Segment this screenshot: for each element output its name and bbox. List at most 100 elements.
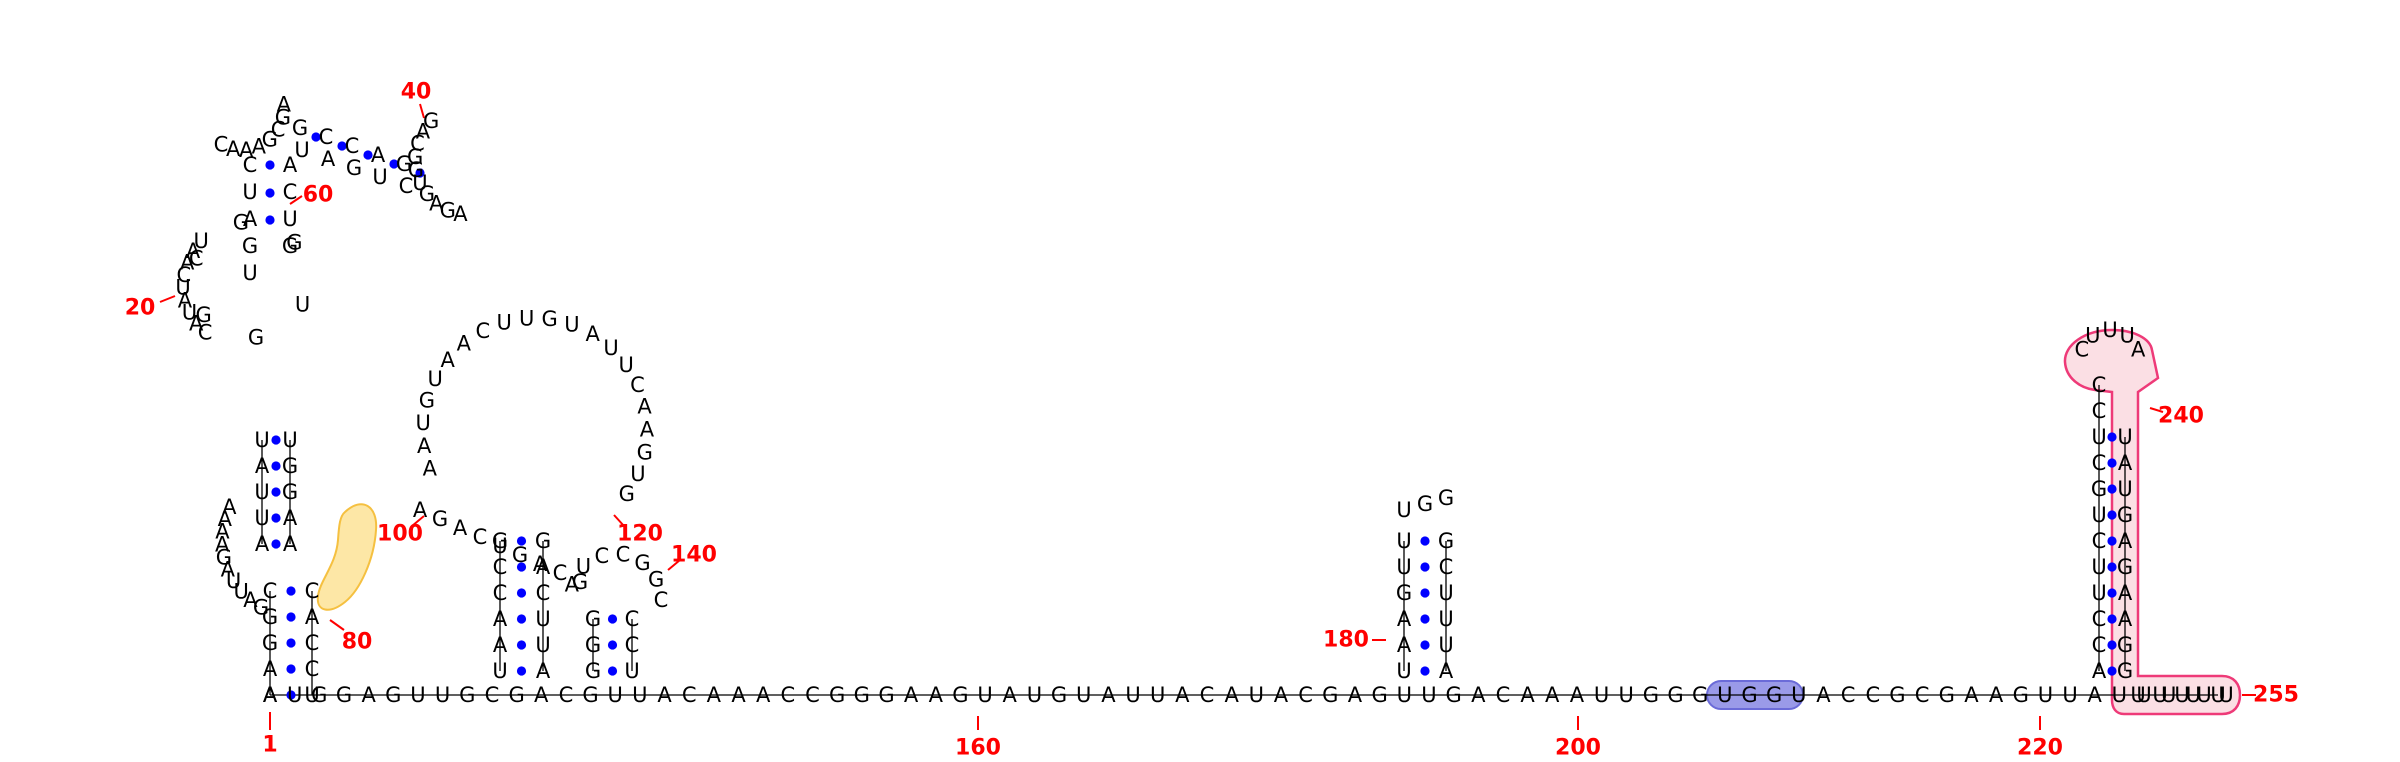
position-label-180: 180 [1323, 628, 1369, 653]
backbone-base-7: U [410, 683, 425, 707]
interior-right-2: G [233, 211, 249, 235]
loop-a-6: A [221, 557, 236, 581]
backbone-base-78: U [2161, 683, 2176, 707]
interior-left-7: A [180, 251, 195, 275]
stem-g-left-8: G [2091, 477, 2107, 501]
loop-a-1: A [222, 495, 237, 519]
backbone-base-72: G [2013, 683, 2029, 707]
backbone-base-35: A [1101, 683, 1116, 707]
backbone-base-73: U [2038, 683, 2053, 707]
stem-c-right-3: U [282, 207, 297, 231]
highlight-pink-region [2063, 328, 2242, 716]
tick-60 [289, 195, 303, 205]
stem-g-left-12: C [2092, 373, 2107, 397]
stem-c-diag-pair-2 [337, 141, 347, 151]
stem-g-pair-4 [2107, 588, 2117, 598]
backbone-base-32: U [1027, 683, 1042, 707]
stem-f-pair-5 [1420, 562, 1430, 572]
hairpin-d-loop-11: G [541, 307, 557, 331]
stem-g-right-5: G [2117, 555, 2133, 579]
hairpin-d-loop-19: G [637, 440, 653, 464]
backbone-base-44: G [1322, 683, 1338, 707]
backbone-base-62: G [1766, 683, 1782, 707]
stem-b-right-3: G [282, 480, 298, 504]
stem-f-left-3: A [1397, 607, 1412, 631]
stem-a-left-2: A [263, 657, 278, 681]
stem-g-left-2: C [2092, 633, 2107, 657]
tick-240 [2149, 407, 2164, 413]
backbone-base-8: U [435, 683, 450, 707]
stem-d-left-1: U [492, 659, 507, 683]
stem-b-pair-2 [271, 461, 281, 471]
multiloop-connectors-8: C [553, 561, 568, 585]
hairpin-top-7: G [275, 105, 291, 129]
stem-g-right-9: A [2118, 451, 2133, 475]
stem-a-left-1: A [263, 683, 278, 707]
stem-c-diag-top-5: G [396, 152, 412, 176]
stem-d-right-5: A [536, 555, 551, 579]
stem-a-right-2: C [305, 657, 320, 681]
stem-c-pair-2 [265, 188, 275, 198]
tail-3prime-1: U [2130, 683, 2145, 707]
stem-g-right-7: G [2117, 503, 2133, 527]
stem-a-pair-1 [286, 690, 296, 700]
stem-e-right-2: C [625, 633, 640, 657]
loop-40-6: U [412, 171, 427, 195]
stem-b-right-4: A [283, 506, 298, 530]
backbone-base-33: G [1051, 683, 1067, 707]
hairpin-d-loop-21: G [619, 482, 635, 506]
tick-120 [613, 514, 625, 527]
backbone-base-28: A [929, 683, 944, 707]
stem-g-left-10: U [2091, 425, 2106, 449]
position-label-40: 40 [401, 80, 432, 105]
backbone-base-3: G [311, 683, 327, 707]
position-label-100: 100 [377, 522, 423, 547]
backbone-base-61: G [1741, 683, 1757, 707]
position-label-20: 20 [125, 296, 156, 321]
stem-c-left-2: U [242, 180, 257, 204]
stem-e-pair-2 [607, 640, 618, 650]
backbone-base-24: G [829, 683, 845, 707]
stem-f-left-2: A [1397, 633, 1412, 657]
position-label-1: 1 [262, 733, 277, 758]
backbone-base-5: A [361, 683, 376, 707]
backbone-base-56: U [1619, 683, 1634, 707]
backbone-base-14: G [582, 683, 598, 707]
backbone-base-2: U [287, 683, 302, 707]
stem-a-right-1: U [304, 683, 319, 707]
hairpin-top-1: C [214, 132, 229, 156]
backbone-base-54: A [1570, 683, 1585, 707]
position-label-120: 120 [617, 522, 663, 547]
highlight-yellow-region [316, 503, 378, 611]
stem-d-pair-4 [516, 588, 527, 598]
backbone-base-76: U [2112, 683, 2127, 707]
stem-e-right-3: C [625, 607, 640, 631]
hairpin-d-loop-14: U [603, 336, 618, 360]
tick-layer [159, 103, 2256, 730]
interior-left-1: C [198, 320, 213, 344]
loop-a-3: A [215, 520, 230, 544]
backbone-base-80: U [2210, 683, 2225, 707]
stem-d-right-6: G [535, 529, 551, 553]
hairpin-d-loop-1: A [423, 456, 438, 480]
position-label-200: 200 [1555, 736, 1601, 758]
base-pair-layer [265, 132, 2117, 700]
hairpin-d-loop-16: C [630, 373, 645, 397]
backbone-base-19: A [707, 683, 722, 707]
backbone-base-53: A [1545, 683, 1560, 707]
backbone-base-43: C [1298, 683, 1313, 707]
stem-c-diag-top-1: G [292, 116, 308, 140]
stem-b-pair-4 [271, 513, 281, 523]
stem-b-pair-5 [271, 539, 281, 549]
backbone-base-29: G [952, 683, 968, 707]
stem-c-right-4: G [282, 234, 298, 258]
backbone-base-68: C [1915, 683, 1930, 707]
backbone-base-70: A [1964, 683, 1979, 707]
stem-c-diag-pair-3 [363, 150, 373, 160]
stem-c-diag-bottom-5: C [399, 174, 414, 198]
backbone-base-79: U [2186, 683, 2201, 707]
interior-left-3: U [182, 300, 197, 324]
stem-b-left-1: U [254, 428, 269, 452]
backbone-base-66: C [1865, 683, 1880, 707]
